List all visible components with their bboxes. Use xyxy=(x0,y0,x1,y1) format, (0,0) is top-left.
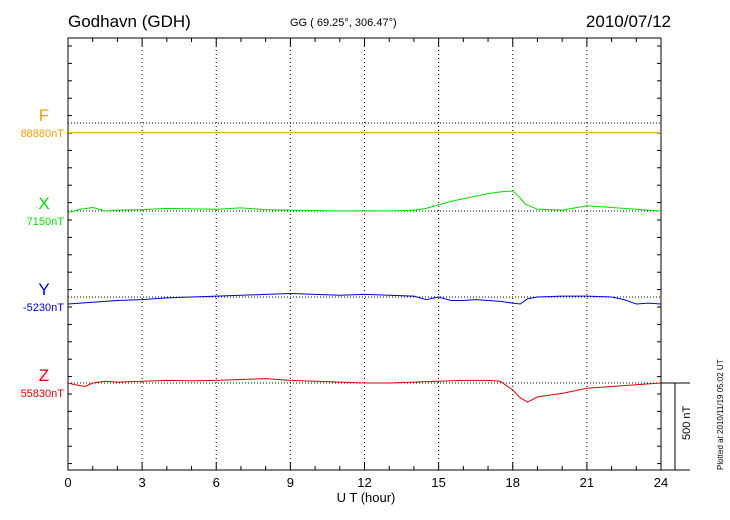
component-letter-z: Z xyxy=(38,366,50,385)
component-baseline-x: 7150nT xyxy=(26,216,64,228)
scale-bar xyxy=(661,382,690,471)
station-title: Godhavn (GDH) xyxy=(68,12,191,31)
series-line-x xyxy=(67,190,662,214)
component-baseline-y: -5230nT xyxy=(23,302,64,314)
component-letter-y: Y xyxy=(38,280,50,299)
x-tick-label: 9 xyxy=(286,475,294,490)
component-baseline-f: 88880nT xyxy=(20,128,64,140)
series-line-y xyxy=(67,292,662,305)
scale-bar-label: 500 nT xyxy=(681,405,693,440)
x-tick-label: 3 xyxy=(138,475,146,490)
x-tick-label: 6 xyxy=(212,475,220,490)
x-axis-label: U T (hour) xyxy=(336,490,396,505)
x-tick-label: 12 xyxy=(357,475,372,490)
station-coords: GG ( 69.25°, 306.47°) xyxy=(290,17,397,29)
component-letter-f: F xyxy=(38,106,50,125)
x-tick-label: 21 xyxy=(579,475,595,490)
series-lines xyxy=(67,132,662,403)
grid-lines xyxy=(141,38,588,470)
component-letter-x: X xyxy=(38,194,50,213)
series-line-z xyxy=(67,378,662,403)
plot-date: 2010/07/12 xyxy=(585,12,671,31)
x-tick-label: 24 xyxy=(653,475,669,490)
x-tick-label: 0 xyxy=(64,475,72,490)
x-tick-label: 15 xyxy=(431,475,446,490)
x-tick-label: 18 xyxy=(505,475,520,490)
plotted-timestamp: Plotted at 2010/11/19 05:02 UT xyxy=(716,359,725,470)
component-baseline-z: 55830nT xyxy=(20,388,64,400)
